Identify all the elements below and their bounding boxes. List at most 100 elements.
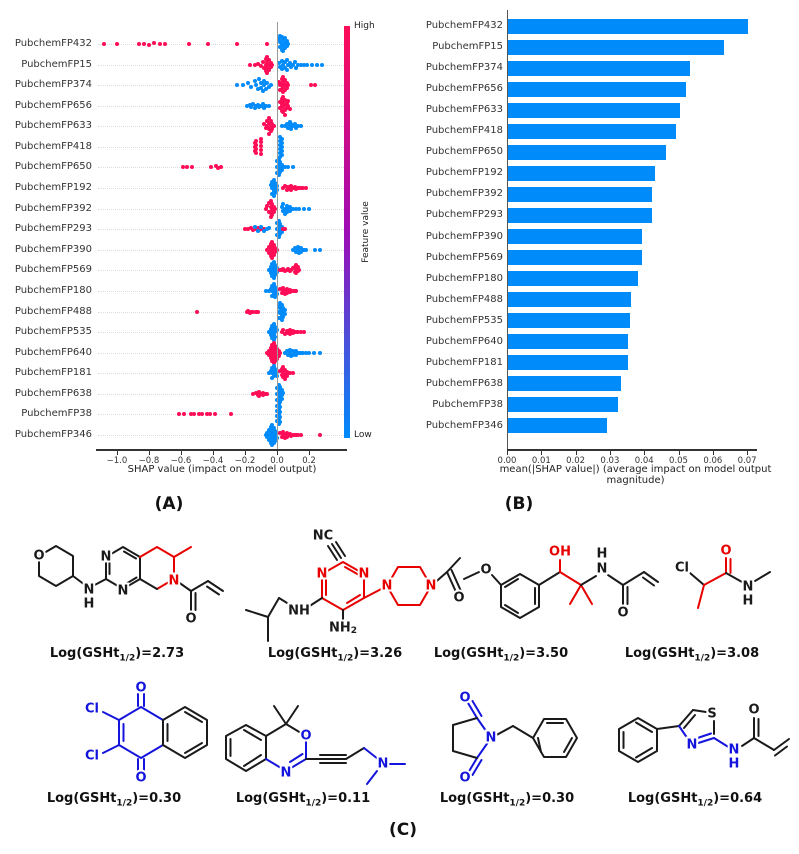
molecule-log-value-5: Log(GSHt1/2)=0.30	[46, 791, 182, 809]
beeswarm-tick	[149, 451, 150, 455]
bar-category-label: PubchemFP346	[425, 419, 503, 431]
beeswarm-point	[257, 393, 262, 398]
beeswarm-point	[251, 309, 255, 314]
beeswarm-point	[271, 178, 276, 183]
beeswarm-point	[289, 268, 294, 273]
beeswarm-point	[267, 371, 271, 376]
beeswarm-gridline	[98, 270, 344, 272]
beeswarm-point	[270, 180, 275, 185]
beeswarm-gridline	[98, 393, 344, 395]
beeswarm-point	[255, 87, 260, 92]
bar-chart-left-spine	[507, 10, 508, 450]
atom-label-n: N	[84, 583, 95, 598]
beeswarm-point	[268, 64, 273, 69]
beeswarm-point	[163, 42, 167, 46]
beeswarm-point	[246, 81, 251, 86]
beeswarm-point	[291, 247, 295, 252]
beeswarm-point	[283, 332, 287, 337]
beeswarm-point	[263, 206, 268, 211]
beeswarm-point	[270, 342, 275, 347]
beeswarm-point	[268, 124, 273, 129]
beeswarm-point	[279, 290, 284, 295]
atom-label-o: O	[617, 606, 628, 621]
bar-chart-tick	[507, 451, 508, 455]
beeswarm-point	[259, 81, 263, 86]
bar-chart-x-axis-label: mean(|SHAP value|) (average impact on mo…	[499, 464, 772, 486]
bar-chart-tick	[541, 451, 543, 455]
atom-label-n: N	[169, 574, 180, 589]
molecule-log-value-3: Log(GSHt1/2)=3.50	[433, 646, 569, 664]
beeswarm-point	[278, 384, 283, 389]
beeswarm-feature-label: PubchemFP640	[14, 346, 92, 358]
beeswarm-point	[286, 98, 291, 103]
beeswarm-point	[265, 59, 270, 64]
beeswarm-point	[278, 420, 283, 425]
beeswarm-point	[270, 288, 275, 293]
beeswarm-point	[267, 67, 271, 72]
beeswarm-point	[279, 136, 284, 141]
beeswarm-point	[268, 198, 273, 203]
beeswarm-point	[300, 186, 305, 191]
bar	[508, 334, 629, 350]
beeswarm-point	[273, 367, 278, 372]
beeswarm-point	[303, 247, 308, 252]
beeswarm-point	[283, 227, 287, 232]
beeswarm-point	[259, 225, 263, 230]
beeswarm-point	[270, 330, 275, 335]
bar-chart-tick-label: 0.00	[497, 456, 517, 466]
bar-category-label: PubchemFP432	[425, 20, 503, 31]
beeswarm-point	[276, 157, 281, 162]
bar	[508, 39, 725, 55]
beeswarm-point	[142, 42, 147, 46]
bar-chart-tick-label: 0.05	[669, 456, 688, 466]
bar-category-label: PubchemFP633	[425, 104, 503, 116]
beeswarm-point	[273, 348, 278, 353]
beeswarm-point	[262, 65, 267, 70]
beeswarm-point	[270, 293, 275, 298]
beeswarm-point	[247, 62, 252, 67]
beeswarm-point	[228, 412, 233, 417]
beeswarm-point	[265, 54, 270, 59]
beeswarm-point	[278, 165, 283, 170]
bar-chart-tick	[747, 451, 749, 455]
beeswarm-point	[279, 230, 284, 235]
beeswarm-point	[271, 322, 276, 327]
beeswarm-point	[259, 147, 263, 152]
beeswarm-point	[284, 105, 289, 110]
beeswarm-point	[281, 109, 286, 114]
beeswarm-point	[283, 307, 287, 312]
beeswarm-point	[283, 165, 287, 170]
atom-label-o: O	[300, 729, 311, 744]
beeswarm-point	[308, 83, 313, 88]
beeswarm-point	[292, 59, 297, 64]
beeswarm-point	[278, 160, 283, 165]
bar	[508, 292, 632, 308]
beeswarm-point	[289, 127, 294, 132]
beeswarm-point	[271, 374, 276, 379]
molecule-log-value-7: Log(GSHt1/2)=0.30	[439, 791, 575, 809]
beeswarm-point	[284, 209, 289, 214]
beeswarm-point	[265, 81, 270, 86]
beeswarm-point	[279, 144, 284, 149]
beeswarm-point	[283, 206, 287, 211]
beeswarm-point	[291, 352, 295, 357]
beeswarm-point	[251, 228, 255, 233]
beeswarm-feature-label: PubchemFP488	[14, 305, 92, 317]
bar-chart-tick	[712, 451, 714, 455]
beeswarm-point	[283, 184, 287, 189]
atom-label-h: H	[84, 597, 95, 612]
beeswarm-point	[204, 412, 209, 417]
beeswarm-point	[182, 412, 187, 417]
beeswarm-tick-label: −0.2	[234, 456, 256, 466]
beeswarm-point	[271, 286, 276, 291]
beeswarm-point	[268, 247, 273, 252]
beeswarm-feature-label: PubchemFP535	[14, 326, 92, 338]
beeswarm-point	[252, 79, 257, 84]
colorbar-axis-label: Feature value	[361, 201, 371, 263]
beeswarm-point	[267, 438, 271, 443]
beeswarm-point	[263, 87, 268, 92]
beeswarm-point	[268, 265, 273, 270]
beeswarm-feature-label: PubchemFP38	[21, 408, 92, 420]
beeswarm-gridline	[98, 311, 344, 313]
